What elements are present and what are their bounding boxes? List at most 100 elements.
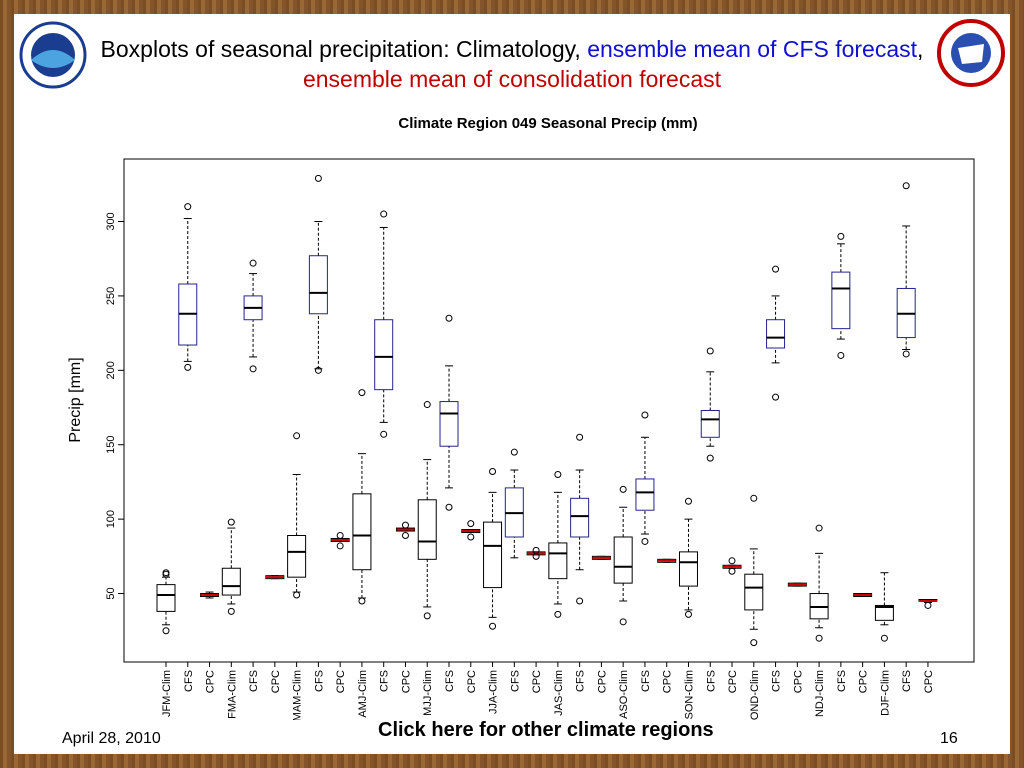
- x-tick-label: NDJ-Clim: [814, 670, 826, 717]
- outlier: [576, 597, 584, 605]
- outlier: [336, 532, 344, 540]
- outlier: [924, 601, 932, 609]
- outlier: [532, 546, 540, 554]
- x-tick-label: CPC: [466, 670, 478, 693]
- x-tick-label: MAM-Clim: [292, 670, 304, 720]
- outlier: [314, 174, 322, 182]
- title-part: ensemble mean of consolidation forecast: [302, 66, 722, 92]
- outlier: [358, 389, 366, 397]
- outlier: [837, 232, 845, 240]
- x-tick-label: CPC: [662, 670, 674, 693]
- x-tick-label: CPC: [596, 670, 608, 693]
- outlier: [706, 454, 714, 462]
- x-tick-label: CPC: [335, 670, 347, 693]
- outlier: [314, 366, 322, 374]
- outlier: [380, 210, 388, 218]
- x-tick-label: CPC: [792, 670, 804, 693]
- title-part: ensemble mean of CFS forecast: [587, 36, 918, 62]
- outlier: [837, 351, 845, 359]
- x-tick-label: JJA-Clim: [488, 670, 500, 714]
- box: [766, 319, 786, 349]
- outlier: [554, 610, 562, 618]
- outlier: [619, 485, 627, 493]
- x-tick-label: CPC: [205, 670, 217, 693]
- outlier: [902, 182, 910, 190]
- x-tick-label: CPC: [727, 670, 739, 693]
- outlier: [815, 634, 823, 642]
- outlier: [750, 494, 758, 502]
- outlier: [489, 468, 497, 476]
- outlier: [445, 314, 453, 322]
- x-tick-label: OND-Clim: [749, 670, 761, 720]
- chart: Climate Region 049 Seasonal Precip (mm) …: [50, 110, 990, 720]
- x-tick-label: MJJ-Clim: [422, 670, 434, 716]
- outlier: [162, 569, 170, 577]
- outlier: [641, 411, 649, 419]
- x-tick-label: CPC: [400, 670, 412, 693]
- y-axis-label: Precip [mm]: [67, 357, 84, 442]
- box: [548, 542, 568, 580]
- outlier: [510, 448, 518, 456]
- box: [635, 478, 655, 511]
- slide: Boxplots of seasonal precipitation: Clim…: [14, 14, 1010, 754]
- outlier: [684, 497, 692, 505]
- outlier: [772, 265, 780, 273]
- y-tick-label: 300: [105, 212, 117, 230]
- y-tick-label: 250: [105, 287, 117, 305]
- regions-link[interactable]: Click here for other climate regions: [378, 719, 714, 741]
- outlier: [576, 433, 584, 441]
- outlier: [401, 521, 409, 529]
- outlier: [249, 365, 257, 373]
- x-tick-label: AMJ-Clim: [357, 670, 369, 718]
- x-tick-label: CFS: [444, 670, 456, 692]
- outlier: [728, 567, 736, 575]
- outlier: [815, 524, 823, 532]
- outlier: [401, 532, 409, 540]
- box: [744, 573, 764, 611]
- outlier: [489, 622, 497, 630]
- outlier: [467, 533, 475, 541]
- outlier: [880, 634, 888, 642]
- outlier: [423, 612, 431, 620]
- outlier: [684, 610, 692, 618]
- chart-title: Climate Region 049 Seasonal Precip (mm): [398, 115, 697, 132]
- box: [439, 401, 459, 447]
- outlier: [772, 393, 780, 401]
- x-tick-label: FMA-Clim: [226, 670, 238, 719]
- box: [417, 499, 437, 560]
- x-tick-label: CFS: [705, 670, 717, 692]
- nws-logo: [937, 19, 1005, 87]
- box: [374, 319, 394, 391]
- outlier: [184, 363, 192, 371]
- outlier: [750, 639, 758, 647]
- y-tick-label: 50: [105, 587, 117, 599]
- x-tick-label: CFS: [901, 670, 913, 692]
- outlier: [227, 607, 235, 615]
- outlier: [706, 347, 714, 355]
- outlier: [293, 591, 301, 599]
- x-tick-label: CPC: [531, 670, 543, 693]
- x-tick-label: SON-Clim: [683, 670, 695, 720]
- x-tick-label: CPC: [270, 670, 282, 693]
- x-tick-label: ASO-Clim: [618, 670, 630, 719]
- outlier: [554, 470, 562, 478]
- outlier: [902, 350, 910, 358]
- x-tick-label: CFS: [379, 670, 391, 692]
- outlier: [467, 520, 475, 528]
- x-tick-label: CFS: [183, 670, 195, 692]
- y-tick-label: 200: [105, 361, 117, 379]
- slide-title: Boxplots of seasonal precipitation: Clim…: [54, 34, 970, 94]
- outlier: [423, 401, 431, 409]
- date: April 28, 2010: [62, 730, 161, 747]
- plot-frame: [123, 158, 975, 663]
- outlier: [358, 597, 366, 605]
- box: [700, 410, 720, 438]
- outlier: [293, 432, 301, 440]
- outlier: [380, 430, 388, 438]
- title-part: Boxplots of seasonal precipitation: Clim…: [100, 36, 588, 62]
- x-tick-label: JFM-Clim: [161, 670, 173, 717]
- page-number: 16: [940, 730, 958, 747]
- box: [613, 536, 633, 584]
- box: [308, 255, 328, 315]
- chart-background: [50, 110, 990, 720]
